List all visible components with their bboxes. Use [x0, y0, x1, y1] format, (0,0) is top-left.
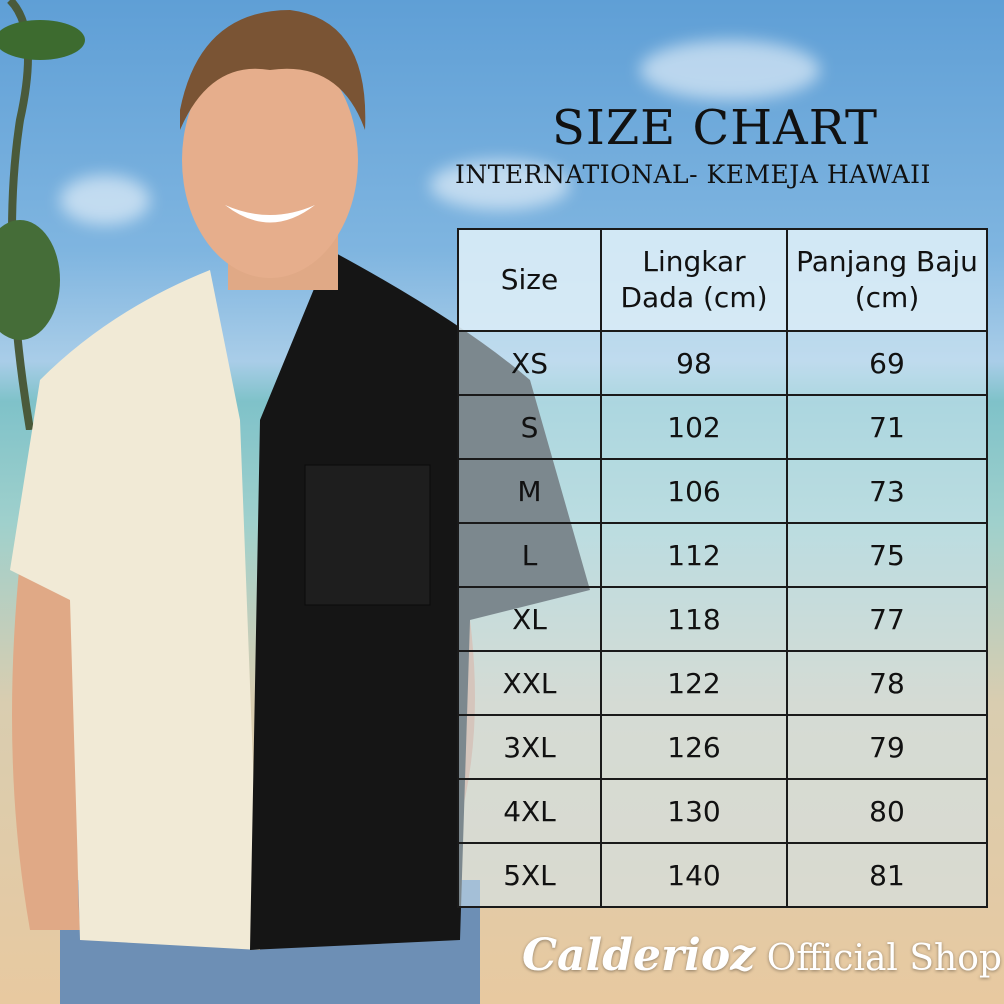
chest-cell: 102 [600, 394, 788, 460]
size-cell: XL [457, 586, 602, 652]
chest-cell: 140 [600, 842, 788, 908]
size-cell: 4XL [457, 778, 602, 844]
length-cell: 79 [786, 714, 988, 780]
brand-name: Calderioz [522, 930, 756, 981]
size-cell: XS [457, 330, 602, 396]
size-cell: S [457, 394, 602, 460]
length-cell: 80 [786, 778, 988, 844]
cloud [430, 160, 570, 210]
size-chart-table: Size Lingkar Dada (cm) Panjang Baju (cm)… [457, 228, 988, 908]
size-cell: 3XL [457, 714, 602, 780]
header-chest: Lingkar Dada (cm) [600, 228, 788, 332]
brand-logo: Calderioz Official Shop [522, 930, 1002, 981]
table-row: 5XL 140 81 [457, 842, 988, 908]
size-cell: XXL [457, 650, 602, 716]
chest-cell: 126 [600, 714, 788, 780]
chest-cell: 118 [600, 586, 788, 652]
length-cell: 75 [786, 522, 988, 588]
length-cell: 69 [786, 330, 988, 396]
header-length: Panjang Baju (cm) [786, 228, 988, 332]
table-row: M 106 73 [457, 458, 988, 524]
size-cell: L [457, 522, 602, 588]
chest-cell: 106 [600, 458, 788, 524]
table-row: XL 118 77 [457, 586, 988, 652]
length-cell: 71 [786, 394, 988, 460]
page-title: SIZE CHART [551, 100, 879, 156]
chest-cell: 98 [600, 330, 788, 396]
length-cell: 81 [786, 842, 988, 908]
table-row: 3XL 126 79 [457, 714, 988, 780]
length-cell: 78 [786, 650, 988, 716]
chest-cell: 130 [600, 778, 788, 844]
table-row: XXL 122 78 [457, 650, 988, 716]
size-cell: 5XL [457, 842, 602, 908]
table-row: S 102 71 [457, 394, 988, 460]
page-subtitle: INTERNATIONAL- KEMEJA HAWAII [455, 160, 931, 189]
chest-cell: 112 [600, 522, 788, 588]
size-cell: M [457, 458, 602, 524]
length-cell: 73 [786, 458, 988, 524]
cloud [640, 40, 820, 100]
chest-cell: 122 [600, 650, 788, 716]
header-size: Size [457, 228, 602, 332]
length-cell: 77 [786, 586, 988, 652]
brand-suffix: Official Shop [766, 938, 1002, 979]
cloud [60, 175, 150, 225]
table-row: 4XL 130 80 [457, 778, 988, 844]
table-row: XS 98 69 [457, 330, 988, 396]
table-row: L 112 75 [457, 522, 988, 588]
palm-tree-image [0, 0, 85, 430]
table-header-row: Size Lingkar Dada (cm) Panjang Baju (cm) [457, 228, 988, 332]
